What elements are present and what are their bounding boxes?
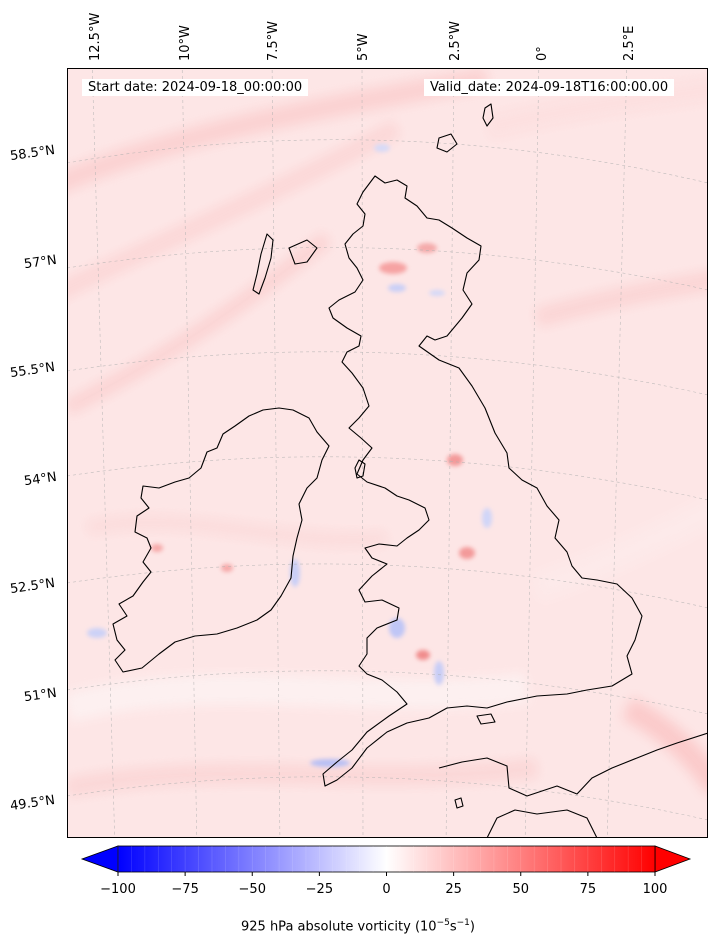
parallel <box>67 670 708 715</box>
valid-date-label: Valid_date: 2024-09-18T16:00:00.00 <box>424 79 675 96</box>
vorticity-streak <box>621 697 708 795</box>
coastline-orkney <box>436 133 458 153</box>
vorticity-streak <box>534 271 708 328</box>
latitude-label: 55.5°N <box>9 359 56 382</box>
latitude-label: 49.5°N <box>9 792 56 815</box>
parallel <box>67 139 708 184</box>
vorticity-streak <box>67 68 490 192</box>
vorticity-min <box>389 618 405 638</box>
colorbar-tick-label: 50 <box>512 882 530 897</box>
coastline-hebrides <box>252 233 274 295</box>
coastlines <box>112 103 708 838</box>
coastline-isle-of-man <box>354 459 366 479</box>
latitude-label: 58.5°N <box>9 142 56 165</box>
parallel <box>67 351 708 396</box>
longitude-label: 7.5°W <box>266 20 281 61</box>
coastline-isle-of-wight <box>476 713 496 725</box>
vorticity-streak <box>67 673 529 723</box>
coastline-france <box>438 732 708 797</box>
longitude-label: 2.5°E <box>622 25 637 61</box>
parallel <box>67 776 708 821</box>
colorbar-tick-label: 75 <box>579 882 597 897</box>
colorbar-tick-label: 25 <box>445 882 462 897</box>
colorbar-title-prefix: 925 hPa absolute vorticity (10 <box>241 919 437 935</box>
vorticity-max <box>151 544 163 552</box>
parallel <box>67 456 708 501</box>
vorticity-streak <box>67 231 332 416</box>
vorticity-min <box>434 661 444 685</box>
vorticity-streak <box>85 514 388 548</box>
vorticity-streak <box>67 120 402 299</box>
colorbar-title-exp1: −5 <box>436 918 450 928</box>
parallel <box>67 247 708 291</box>
vorticity-streak <box>67 758 539 798</box>
vorticity-min <box>429 290 445 296</box>
vorticity-max <box>447 454 463 466</box>
colorbar-gradient <box>117 845 656 873</box>
colorbar-tick-label: 100 <box>642 882 668 897</box>
coastline-shetland <box>482 103 494 127</box>
longitude-label: 10°W <box>178 25 193 61</box>
colorbar-title: 925 hPa absolute vorticity (10−5s−1) <box>0 918 716 934</box>
coastline-france-south <box>486 809 598 838</box>
map-background <box>67 68 708 838</box>
vorticity-max <box>459 547 475 559</box>
colorbar-title-suffix: ) <box>469 919 475 935</box>
colorbar-tick-label: 0 <box>382 882 391 897</box>
vorticity-min <box>388 284 406 292</box>
latitude-label: 57°N <box>23 252 58 273</box>
vorticity-min <box>87 628 107 638</box>
coastline-skye <box>288 239 318 265</box>
latitude-label: 52.5°N <box>9 575 56 598</box>
colorbar-title-mid: s <box>449 919 457 935</box>
colorbar-title-exp2: −1 <box>456 918 470 928</box>
colorbar <box>80 845 692 876</box>
vorticity-streak <box>532 497 708 601</box>
start-date-label: Start date: 2024-09-18_00:00:00 <box>82 79 309 96</box>
graticule <box>67 68 708 838</box>
map-panel <box>67 68 708 838</box>
vorticity-max <box>379 262 407 274</box>
colorbar-tick-label: −100 <box>100 882 136 897</box>
vorticity-max <box>417 243 437 253</box>
vorticity-min <box>482 508 492 528</box>
coastline-channel-islands <box>454 797 464 809</box>
longitude-label: 2.5°W <box>448 20 463 61</box>
vorticity-max <box>221 564 233 572</box>
vorticity-max <box>416 650 430 660</box>
colorbar-extend-min <box>80 845 119 873</box>
longitude-label: 0° <box>535 46 550 61</box>
coastline-great-britain <box>322 175 643 787</box>
longitude-label: 12.5°W <box>88 12 103 61</box>
map-frame <box>67 68 708 838</box>
colorbar-tick-label: −50 <box>238 882 266 897</box>
longitude-label: 5°W <box>356 33 371 61</box>
vorticity-min <box>310 759 350 767</box>
vorticity-min <box>374 144 390 152</box>
vorticity-streak <box>483 77 708 141</box>
coastline-ireland <box>112 407 330 673</box>
colorbar-tick-label: −75 <box>171 882 199 897</box>
colorbar-tick-label: −25 <box>305 882 334 897</box>
colorbar-extend-max <box>654 845 692 873</box>
parallel <box>67 563 708 609</box>
latitude-label: 51°N <box>23 685 58 706</box>
latitude-label: 54°N <box>23 469 58 490</box>
